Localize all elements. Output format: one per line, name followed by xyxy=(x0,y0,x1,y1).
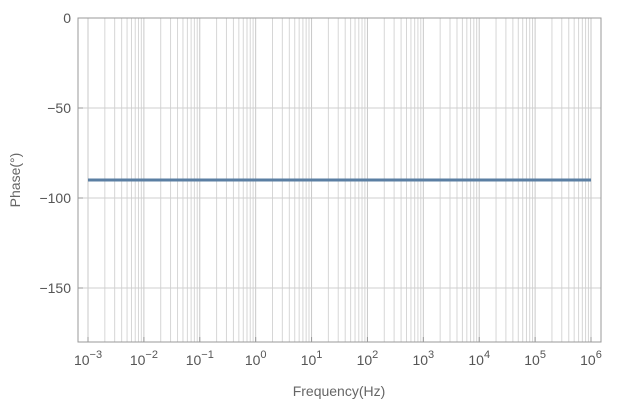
y-tick-label: 0 xyxy=(63,10,71,26)
x-tick-label: 10−3 xyxy=(74,349,102,368)
x-tick-label: 10−2 xyxy=(130,349,158,368)
x-tick-label: 102 xyxy=(357,349,379,368)
y-tick-label: −150 xyxy=(39,280,71,296)
x-axis-title: Frequency(Hz) xyxy=(293,383,386,399)
plot-frame xyxy=(77,17,602,343)
x-tick-label: 100 xyxy=(245,349,267,368)
y-tick-label: −100 xyxy=(39,190,71,206)
x-tick-label: 106 xyxy=(580,349,602,368)
x-tick-label: 101 xyxy=(301,349,323,368)
y-tick-label: −50 xyxy=(47,100,71,116)
x-tick-label: 105 xyxy=(524,349,546,368)
x-tick-label: 103 xyxy=(412,349,434,368)
y-axis-title: Phase(°) xyxy=(7,153,23,208)
x-tick-label: 10−1 xyxy=(186,349,214,368)
y-tick-labels: 0 −50 −100 −150 xyxy=(39,10,71,296)
axes xyxy=(78,17,592,342)
x-tick-labels: 10−3 10−2 10−1 100 101 102 103 104 105 106 xyxy=(74,349,602,368)
x-tick-label: 104 xyxy=(468,349,490,368)
